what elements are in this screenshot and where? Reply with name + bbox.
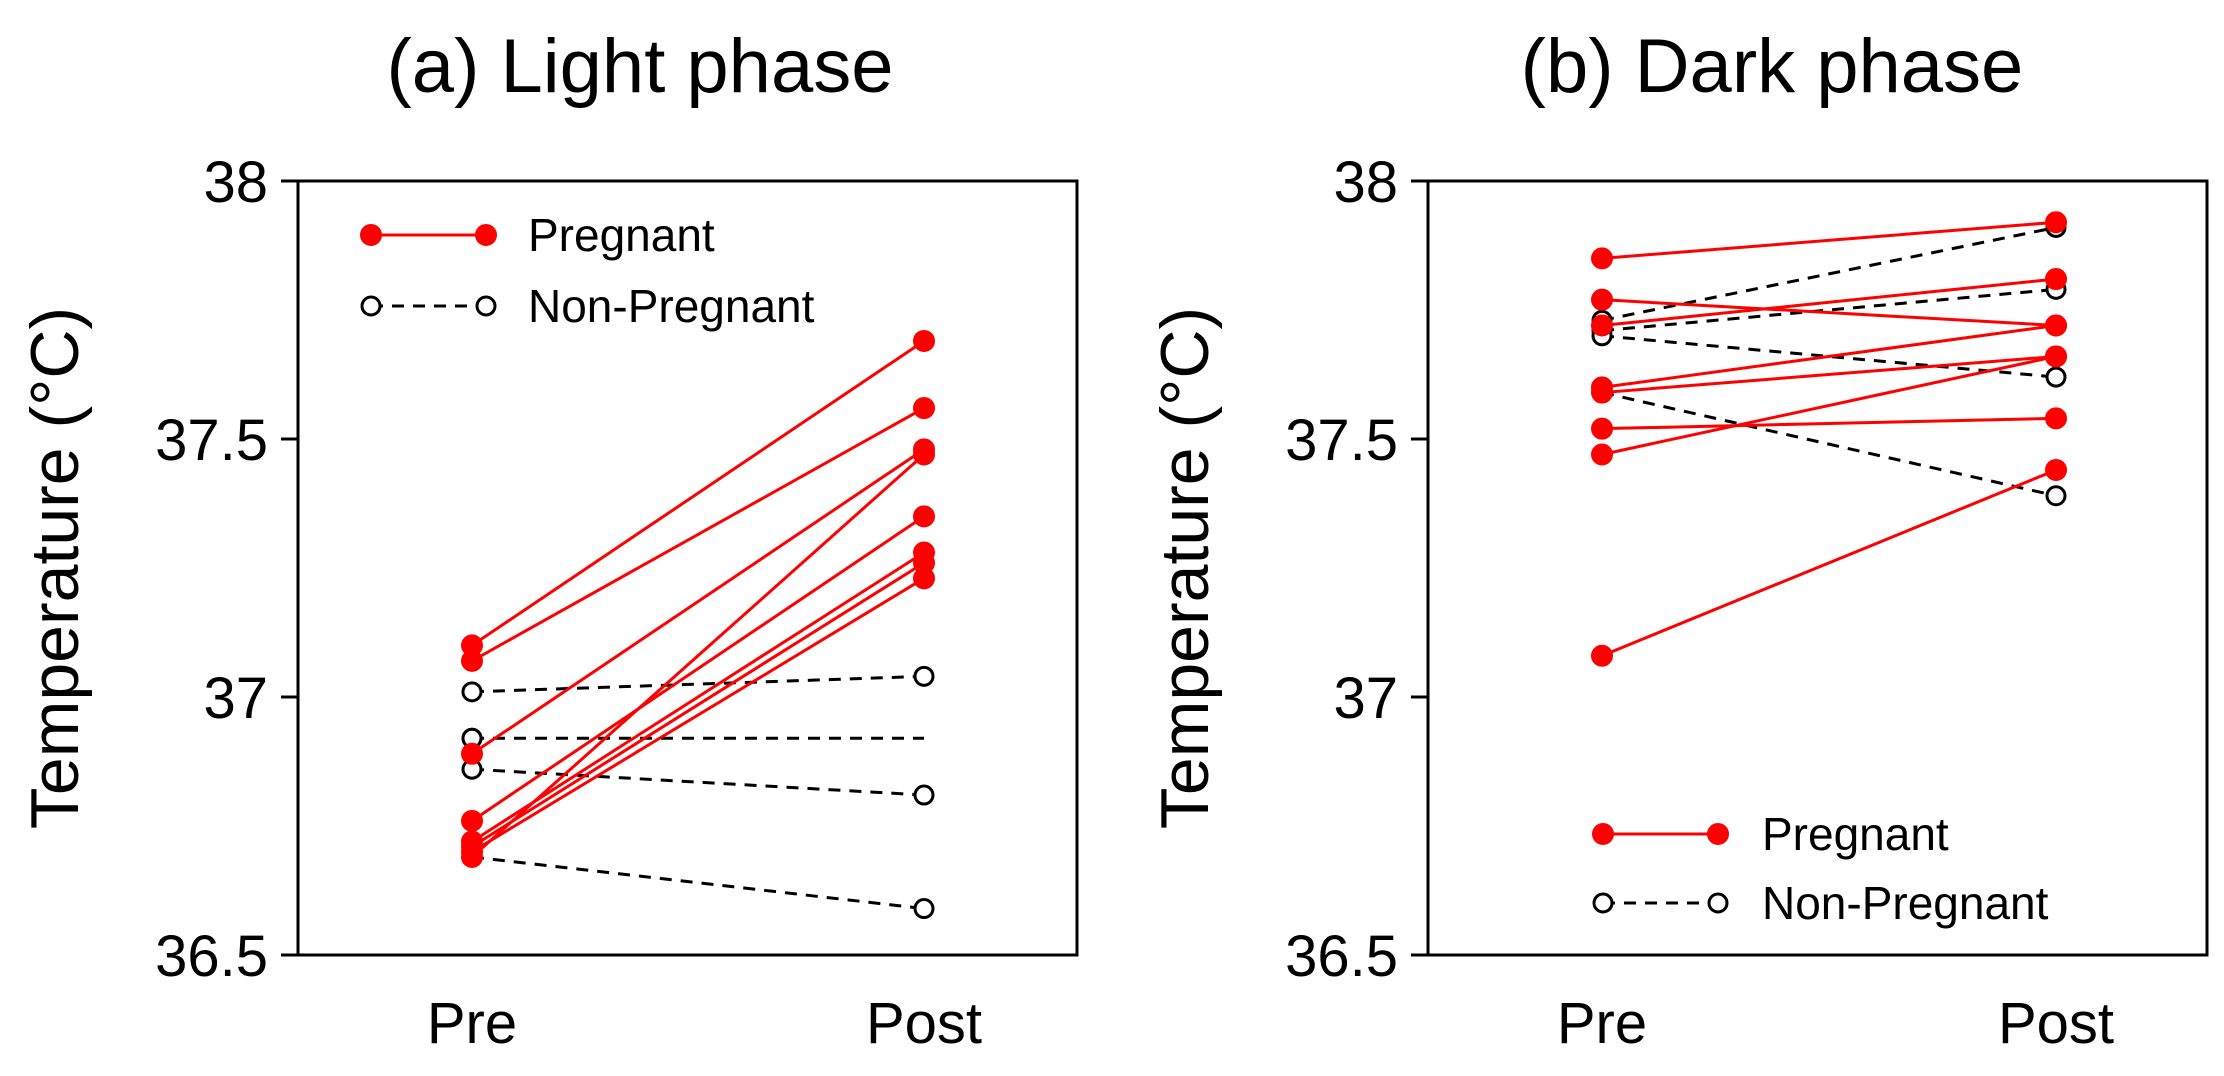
pregnant-marker [461, 845, 483, 868]
nonpregnant-line [471, 767, 925, 797]
y-tick-label: 36.5 [1285, 924, 1398, 989]
legend-nonpregnant-marker [360, 295, 382, 317]
pregnant-marker [461, 742, 483, 765]
pregnant-marker [1591, 288, 1613, 311]
pregnant-line [1601, 468, 2057, 658]
nonpregnant-line [1601, 225, 2057, 322]
legend-pregnant-marker [1592, 823, 1614, 845]
pregnant-marker [913, 567, 935, 590]
pregnant-line [471, 406, 925, 663]
pregnant-marker [1591, 381, 1613, 404]
y-tick-label: 37.5 [1285, 408, 1398, 473]
pregnant-marker [1591, 644, 1613, 667]
nonpregnant-marker [913, 898, 935, 920]
plot-frame [1426, 179, 2209, 957]
pregnant-marker [2045, 458, 2067, 481]
nonpregnant-marker [2045, 485, 2067, 507]
pregnant-line [471, 339, 925, 647]
x-tick-label: Post [1998, 991, 2114, 1056]
pregnant-line [1601, 277, 2057, 327]
pregnant-line [471, 577, 925, 854]
x-tick-label: Pre [1557, 991, 1647, 1056]
pregnant-marker [461, 649, 483, 672]
pregnant-marker [2045, 268, 2067, 291]
nonpregnant-marker [461, 681, 483, 703]
chart-title: (b) Dark phase [1521, 24, 2024, 109]
pregnant-marker [1591, 247, 1613, 270]
chart-title: (a) Light phase [387, 24, 894, 109]
y-tick-label: 37 [1333, 666, 1398, 731]
pregnant-line [1601, 354, 2057, 456]
pregnant-line [1601, 298, 2057, 327]
pregnant-marker [913, 505, 935, 528]
pregnant-marker [913, 443, 935, 466]
legend-nonpregnant-label: Non-Pregnant [528, 280, 815, 332]
pregnant-marker [2045, 345, 2067, 368]
nonpregnant-marker [913, 665, 935, 687]
legend-pregnant-label: Pregnant [528, 209, 715, 261]
nonpregnant-marker [913, 784, 935, 806]
y-axis-label: Temperature (°C) [1147, 307, 1223, 829]
nonpregnant-line [1601, 334, 2057, 379]
y-axis-label: Temperature (°C) [17, 307, 93, 829]
legend-nonpregnant-label: Non-Pregnant [1762, 877, 2049, 929]
nonpregnant-line [1601, 391, 2057, 498]
pregnant-marker [2045, 314, 2067, 337]
pregnant-marker [1591, 314, 1613, 337]
legend-pregnant-marker [1707, 823, 1729, 845]
legend-pregnant-marker [360, 224, 382, 246]
pregnant-line [471, 453, 925, 859]
nonpregnant-marker [2045, 366, 2067, 388]
legend-nonpregnant-marker [1707, 892, 1729, 914]
legend-nonpregnant-marker [475, 295, 497, 317]
pregnant-marker [2045, 211, 2067, 234]
legend-nonpregnant-marker [1592, 892, 1614, 914]
nonpregnant-line [1601, 287, 2057, 333]
x-tick-label: Pre [427, 991, 517, 1056]
y-tick-label: 37.5 [155, 408, 268, 473]
pregnant-line [1601, 354, 2057, 395]
y-tick-label: 36.5 [155, 924, 268, 989]
legend-pregnant-marker [475, 224, 497, 246]
pregnant-marker [913, 397, 935, 420]
pregnant-line [471, 515, 925, 823]
nonpregnant-line [471, 674, 925, 694]
pregnant-marker [2045, 407, 2067, 430]
nonpregnant-line [471, 855, 925, 911]
pregnant-marker [461, 809, 483, 832]
pregnant-line [471, 561, 925, 848]
pregnant-line [1601, 220, 2057, 260]
x-tick-label: Post [866, 991, 982, 1056]
legend-pregnant-label: Pregnant [1762, 808, 1949, 860]
pregnant-line [471, 551, 925, 843]
y-tick-label: 38 [1333, 150, 1398, 215]
y-tick-label: 37 [203, 666, 268, 731]
pregnant-marker [913, 329, 935, 352]
pregnant-line [1601, 416, 2057, 431]
pregnant-line [1601, 323, 2057, 389]
pregnant-line [471, 448, 925, 756]
y-tick-label: 38 [203, 150, 268, 215]
pregnant-marker [1591, 417, 1613, 440]
pregnant-marker [1591, 443, 1613, 466]
plot-frame [296, 179, 1079, 957]
